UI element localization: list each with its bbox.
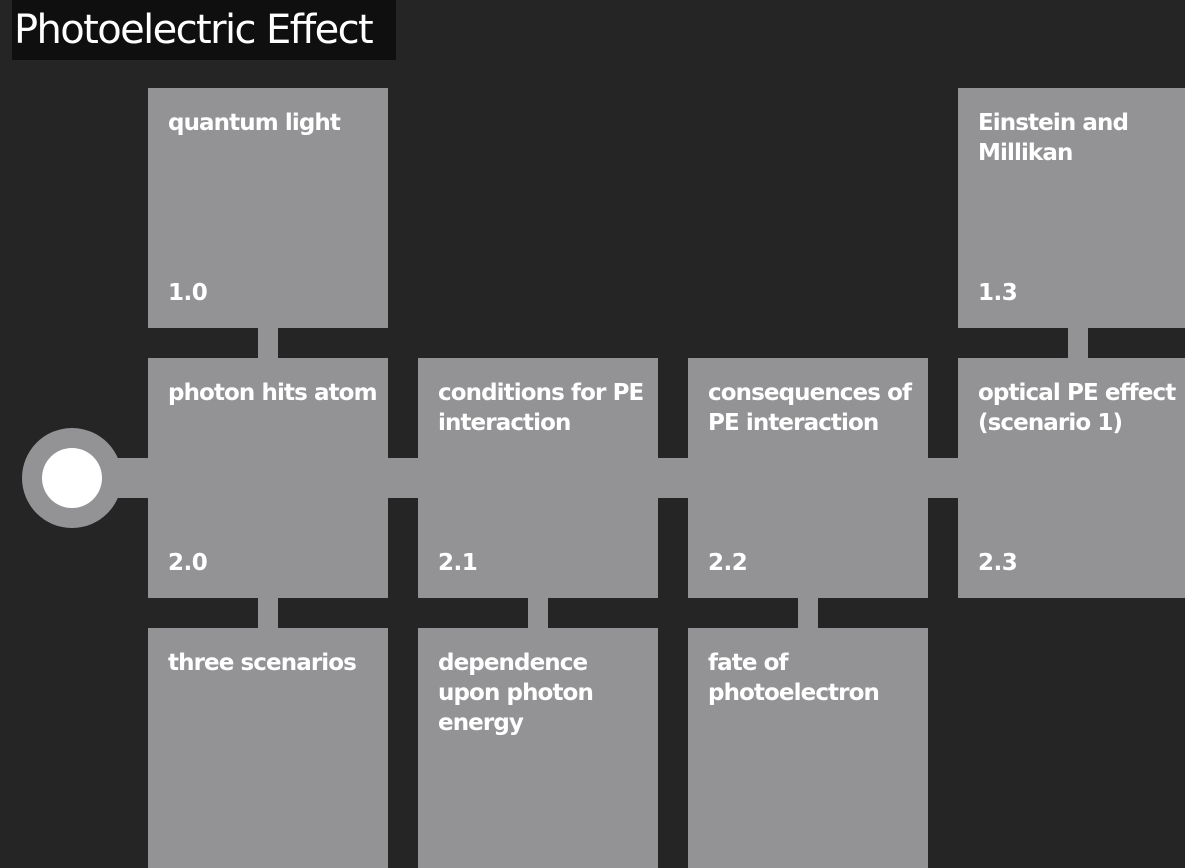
tile-number: 2.1	[438, 550, 478, 576]
tile-consequences-of-pe-interaction[interactable]: consequences of PE interaction 2.2	[688, 358, 928, 598]
connector-2-1-to-2-2	[656, 458, 690, 498]
tile-optical-pe-effect[interactable]: optical PE effect (scenario 1) 2.3	[958, 358, 1185, 598]
tile-number: 2.0	[168, 550, 208, 576]
tile-label: conditions for PE interaction	[438, 380, 644, 436]
start-node-dot	[42, 448, 102, 508]
tile-fate-of-photoelectron[interactable]: fate of photoelectron	[688, 628, 928, 868]
tile-label: photon hits atom	[168, 380, 378, 406]
tile-label: three scenarios	[168, 650, 357, 676]
tile-number: 2.2	[708, 550, 748, 576]
connector-2-0-to-three-scenarios	[258, 596, 278, 630]
tile-dependence-upon-photon-energy[interactable]: dependence upon photon energy	[418, 628, 658, 868]
tile-quantum-light[interactable]: quantum light 1.0	[148, 88, 388, 328]
tile-einstein-and-millikan[interactable]: Einstein and Millikan 1.3	[958, 88, 1185, 328]
tile-number: 1.3	[978, 280, 1018, 306]
page-title: Photoelectric Effect	[12, 0, 396, 60]
tile-label: Einstein and Millikan	[978, 110, 1129, 166]
connector-2-2-to-fate	[798, 596, 818, 630]
tile-three-scenarios[interactable]: three scenarios	[148, 628, 388, 868]
connector-2-1-to-dependence	[528, 596, 548, 630]
tile-number: 1.0	[168, 280, 208, 306]
connector-2-0-to-2-1	[386, 458, 420, 498]
tile-photon-hits-atom[interactable]: photon hits atom 2.0	[148, 358, 388, 598]
tile-number: 2.3	[978, 550, 1018, 576]
connector-2-2-to-2-3	[926, 458, 960, 498]
connector-1-0-to-2-0	[258, 326, 278, 360]
tile-label: dependence upon photon energy	[438, 650, 594, 736]
connector-1-3-to-2-3	[1068, 326, 1088, 360]
tile-label: optical PE effect (scenario 1)	[978, 380, 1176, 436]
tile-label: consequences of PE interaction	[708, 380, 912, 436]
tile-label: fate of photoelectron	[708, 650, 880, 706]
tile-conditions-for-pe-interaction[interactable]: conditions for PE interaction 2.1	[418, 358, 658, 598]
start-node[interactable]	[22, 428, 122, 528]
tile-label: quantum light	[168, 110, 341, 136]
